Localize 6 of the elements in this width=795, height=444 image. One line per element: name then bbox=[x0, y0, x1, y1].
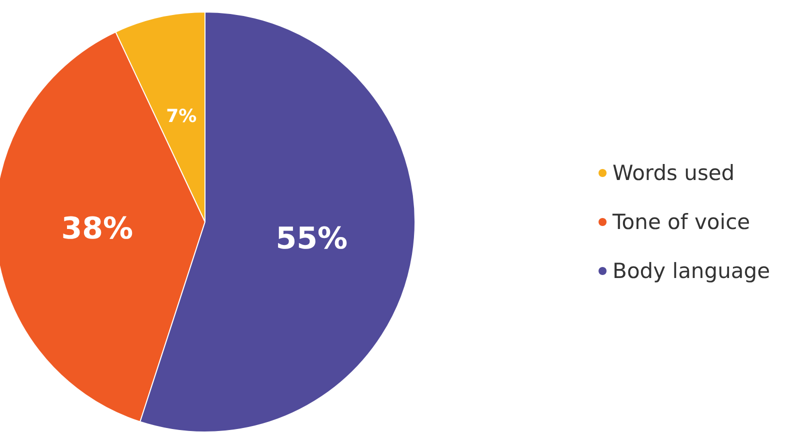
legend-label: Words used bbox=[612, 161, 735, 185]
legend-label: Tone of voice bbox=[612, 210, 750, 234]
data-label: 55% bbox=[276, 221, 348, 256]
data-label: 38% bbox=[61, 211, 134, 246]
legend-label: Body language bbox=[612, 259, 770, 283]
data-label: 7% bbox=[166, 106, 197, 128]
